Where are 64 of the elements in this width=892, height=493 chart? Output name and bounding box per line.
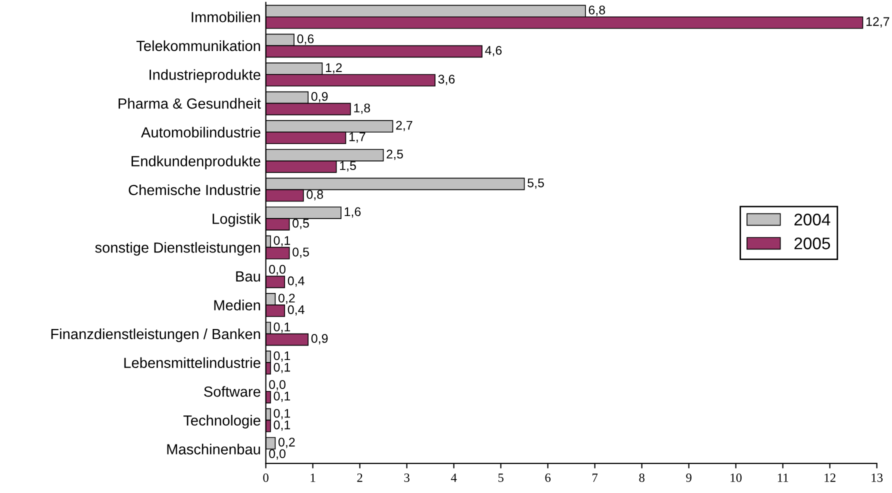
x-tick-label: 1 [310,474,316,482]
data-label: 0,5 [292,248,309,258]
data-label: 0,5 [292,218,309,230]
y-tick-label: Endkundenprodukte [132,156,260,170]
y-tick-label: sonstige Dienstleistungen [95,242,260,256]
data-label: 0,0 [269,264,286,276]
data-label: 0,2 [278,438,295,448]
x-tick-label: 0 [263,474,268,482]
legend-label: 2005 [794,238,830,250]
y-tick-label: Bau [236,271,260,282]
y-tick-label: Industrieprodukte [150,69,260,83]
data-label: 2,5 [386,150,403,160]
data-label: 0,9 [311,334,328,344]
data-label: 1,2 [326,63,342,74]
y-tick-label: Finanzdienstleistungen / Banken [51,328,260,342]
data-label: 12,7 [866,17,890,28]
y-tick-label: Software [204,386,260,397]
legend-label: 2004 [794,214,830,226]
data-label: 1,6 [344,207,361,218]
data-label: 0,8 [306,190,324,200]
data-label: 0,6 [297,34,314,45]
y-tick-label: Chemische Industrie [128,184,260,196]
x-tick-label: 9 [686,474,692,482]
y-tick-label: Medien [214,300,260,310]
data-label: 1,8 [354,104,370,114]
data-label: 0,0 [269,449,286,460]
data-label: 0,1 [274,420,290,431]
data-label: 1,7 [349,132,366,143]
data-label: 0,0 [269,380,286,390]
y-tick-label: Lebensmittelindustrie [124,357,260,368]
data-label: 0,1 [274,408,290,420]
x-tick-label: 5 [498,474,504,482]
x-tick-label: 2 [357,474,362,482]
data-label: 2,7 [396,120,412,132]
x-tick-label: 4 [450,474,457,482]
x-tick-label: 8 [639,474,644,482]
y-tick-label: Technologie [183,414,260,429]
x-tick-label: 3 [404,474,410,482]
data-label: 3,6 [438,74,455,86]
data-label: 1,5 [340,161,356,172]
x-tick-label: 13 [872,474,883,482]
data-label: 0,1 [274,392,290,402]
x-tick-label: 6 [545,474,551,482]
data-label: 0,1 [274,351,290,362]
x-tick-label: 10 [730,474,742,482]
y-tick-label: Immobilien [192,12,260,22]
data-label: 4,6 [485,46,502,56]
y-tick-label: Logistik [212,213,261,227]
x-tick-label: 12 [824,474,836,482]
data-label: 0,4 [288,305,304,316]
data-label: 0,4 [288,276,304,287]
data-label: 0,9 [311,92,328,102]
y-tick-label: Pharma & Gesundheit [118,98,261,109]
data-label: 0,1 [274,322,290,333]
y-tick-label: Automobilindustrie [141,126,260,138]
data-label: 6,8 [588,6,606,16]
data-label: 0,1 [274,236,290,246]
x-tick-label: 7 [592,474,598,482]
data-label: 0,2 [278,294,295,304]
x-tick-label: 11 [778,474,788,482]
data-label: 0,1 [274,362,290,374]
data-label: 5,5 [528,178,544,189]
y-tick-label: Telekommunikation [136,40,260,52]
y-tick-label: Maschinenbau [167,444,260,454]
